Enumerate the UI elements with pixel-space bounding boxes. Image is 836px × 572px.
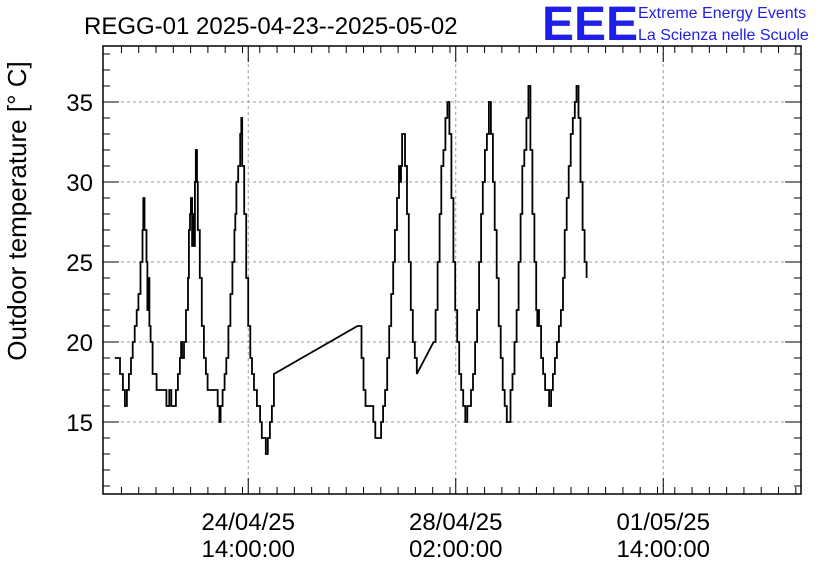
series-layer bbox=[114, 85, 588, 455]
x-tick-label-time: 14:00:00 bbox=[617, 536, 710, 563]
x-tick-labels: 24/04/2514:00:0028/04/2502:00:0001/05/25… bbox=[202, 509, 710, 563]
y-tick-label: 25 bbox=[66, 250, 93, 277]
y-tick-label: 20 bbox=[66, 330, 93, 357]
x-tick-label-date: 24/04/25 bbox=[202, 509, 295, 536]
x-tick-label-date: 01/05/25 bbox=[617, 509, 710, 536]
eee-logo: EEE Extreme Energy Events La Scienza nel… bbox=[542, 0, 809, 51]
x-tick-label-time: 14:00:00 bbox=[202, 536, 295, 563]
plot-frame bbox=[102, 45, 802, 495]
y-tick-labels: 15 20 25 30 35 bbox=[66, 90, 93, 437]
chart-title: REGG-01 2025-04-23--2025-05-02 bbox=[84, 13, 458, 40]
x-tick-label-date: 28/04/25 bbox=[409, 509, 502, 536]
brand-line-2: La Scienza nelle Scuole bbox=[638, 27, 809, 44]
y-tick-label: 15 bbox=[66, 410, 93, 437]
grid bbox=[103, 46, 801, 494]
ticks bbox=[103, 46, 801, 494]
x-tick-label-time: 02:00:00 bbox=[409, 536, 502, 563]
brand-line-1: Extreme Energy Events bbox=[638, 5, 806, 22]
y-tick-label: 30 bbox=[66, 170, 93, 197]
y-tick-label: 35 bbox=[66, 90, 93, 117]
y-axis-label: Outdoor temperature [° C] bbox=[2, 61, 32, 360]
temperature-series-line bbox=[114, 85, 588, 455]
eee-logo-mark: EEE bbox=[542, 0, 638, 51]
